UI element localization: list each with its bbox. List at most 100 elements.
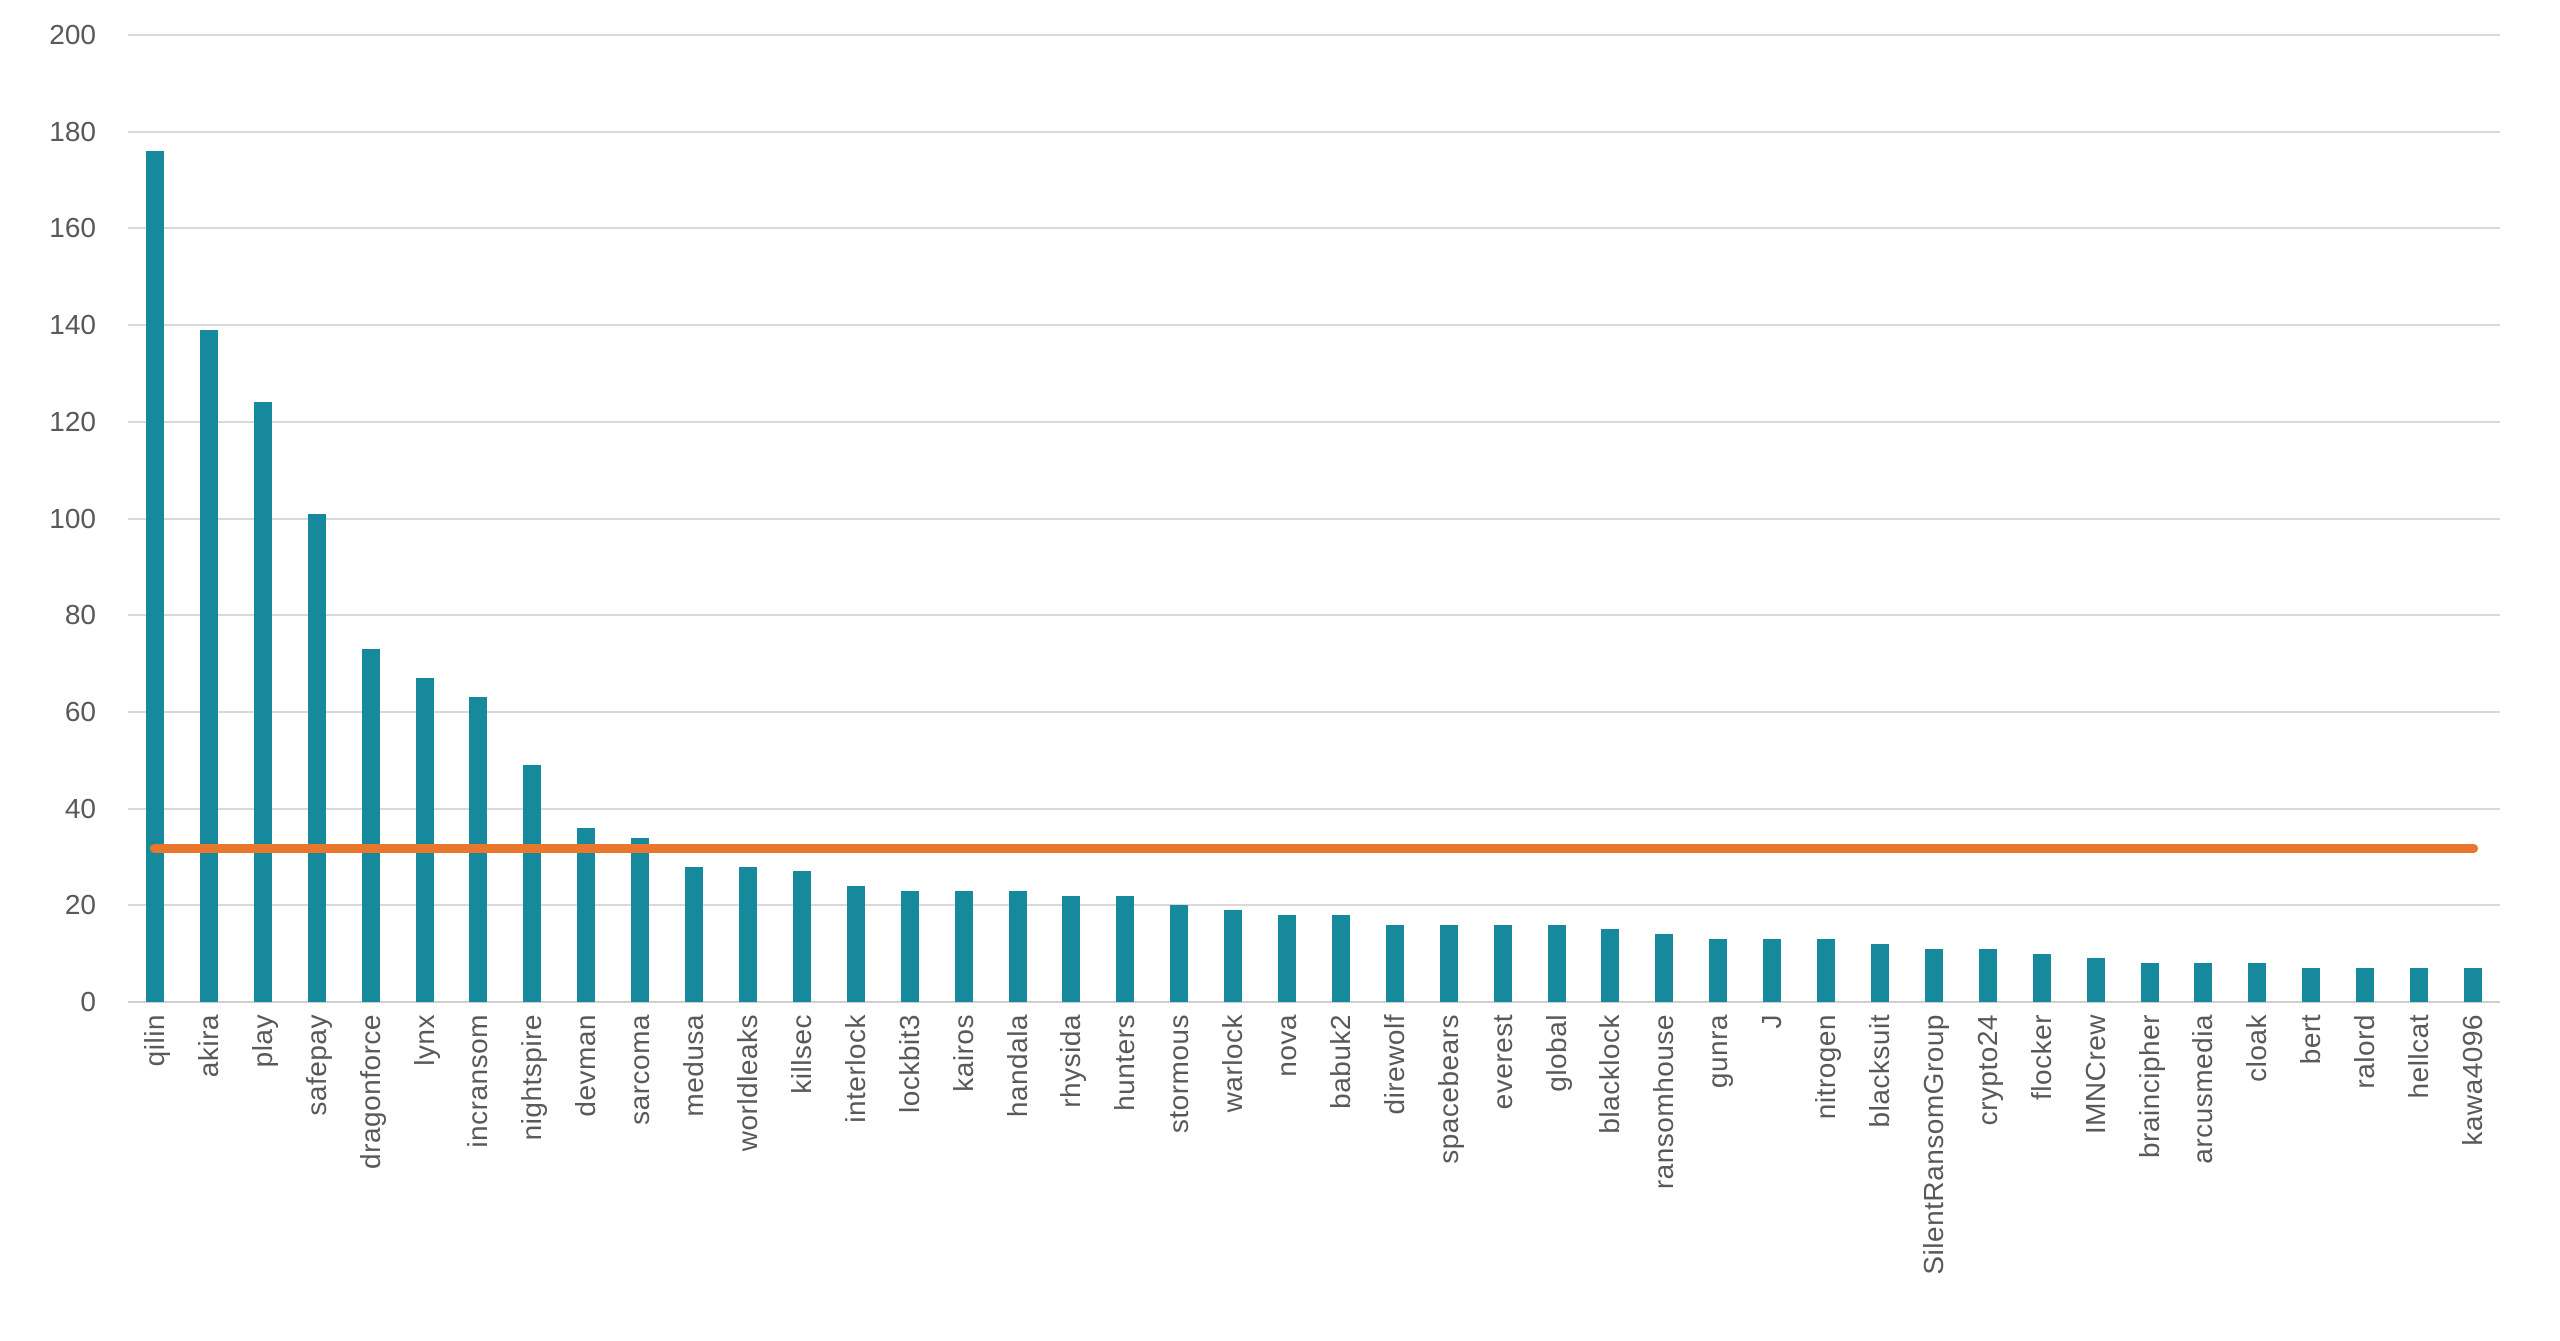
bar-lynx xyxy=(416,678,434,1002)
bar-devman xyxy=(577,828,595,1002)
x-axis-label: lynx xyxy=(409,1014,440,1066)
bar-kairos xyxy=(955,891,973,1002)
x-axis-label: play xyxy=(247,1014,278,1068)
bar-global xyxy=(1548,925,1566,1002)
x-axis-label: arcusmedia xyxy=(2187,1014,2218,1164)
bar-warlock xyxy=(1224,910,1242,1002)
bar-nitrogen xyxy=(1817,939,1835,1002)
bar-crypto24 xyxy=(1979,949,1997,1002)
bar-gunra xyxy=(1709,939,1727,1002)
x-axis-label: sarcoma xyxy=(624,1014,655,1125)
x-axis-label: warlock xyxy=(1217,1014,1248,1113)
bar-bert xyxy=(2302,968,2320,1002)
bar-akira xyxy=(200,330,218,1002)
x-axis-label: nitrogen xyxy=(1810,1014,1841,1120)
bar-blacklock xyxy=(1601,929,1619,1002)
bar-dragonforce xyxy=(362,649,380,1002)
y-tick-label: 0 xyxy=(80,986,96,1017)
bar-handala xyxy=(1009,891,1027,1002)
bar-medusa xyxy=(685,867,703,1002)
x-axis-label: medusa xyxy=(678,1014,709,1117)
bar-sarcoma xyxy=(631,838,649,1002)
gridline xyxy=(128,420,2500,423)
gridline xyxy=(128,130,2500,133)
gridline xyxy=(128,324,2500,327)
x-axis-label: interlock xyxy=(840,1014,871,1123)
bar-play xyxy=(254,402,272,1002)
bar-spacebears xyxy=(1440,925,1458,1002)
gridline xyxy=(128,614,2500,617)
bar-nightspire xyxy=(523,765,541,1002)
bar-blacksuit xyxy=(1871,944,1889,1002)
bar-ralord xyxy=(2356,968,2374,1002)
bar-braincipher xyxy=(2141,963,2159,1002)
y-tick-label: 20 xyxy=(64,889,96,921)
x-axis-label: nova xyxy=(1271,1014,1302,1077)
gridline xyxy=(128,517,2500,520)
x-axis-label: devman xyxy=(570,1014,601,1117)
x-axis-label: akira xyxy=(193,1014,224,1078)
bar-direwolf xyxy=(1386,925,1404,1002)
x-axis-label: lockbit3 xyxy=(894,1014,925,1113)
gridline xyxy=(128,904,2500,907)
x-axis-label: worldleaks xyxy=(732,1014,763,1152)
bar-safepay xyxy=(308,514,326,1002)
bar-worldleaks xyxy=(739,867,757,1002)
x-axis-label: gunra xyxy=(1702,1014,1733,1089)
x-axis-label: spacebears xyxy=(1433,1014,1464,1164)
gridline xyxy=(128,710,2500,713)
x-axis-label: rhysida xyxy=(1055,1014,1086,1108)
x-axis-label: handala xyxy=(1002,1014,1033,1118)
bar-hunters xyxy=(1116,896,1134,1002)
x-axis-label: SilentRansomGroup xyxy=(1918,1014,1949,1275)
x-axis-label: kawa4096 xyxy=(2457,1014,2488,1146)
bar-ransomhouse xyxy=(1655,934,1673,1002)
x-axis-label: blacksuit xyxy=(1864,1014,1895,1128)
y-tick-label: 100 xyxy=(49,502,96,534)
x-axis-label: qilin xyxy=(139,1014,170,1067)
x-axis-label: hellcat xyxy=(2403,1014,2434,1099)
x-axis-label: braincipher xyxy=(2134,1014,2165,1159)
y-tick-label: 60 xyxy=(64,695,96,727)
x-axis-label: flocker xyxy=(2026,1014,2057,1100)
bar-hellcat xyxy=(2410,968,2428,1002)
bar-interlock xyxy=(847,886,865,1002)
x-axis-label: blacklock xyxy=(1594,1014,1625,1134)
x-axis-label: killsec xyxy=(786,1014,817,1094)
x-axis-label: global xyxy=(1541,1014,1572,1092)
y-tick-label: 40 xyxy=(64,792,96,824)
y-tick-label: 160 xyxy=(49,212,96,244)
x-axis-label: cloak xyxy=(2241,1014,2272,1082)
x-axis-label: hunters xyxy=(1109,1014,1140,1111)
bar-killsec xyxy=(793,871,811,1002)
bar-lockbit3 xyxy=(901,891,919,1002)
gridline xyxy=(128,227,2500,230)
x-axis-label: ralord xyxy=(2349,1014,2380,1089)
bar-rhysida xyxy=(1062,896,1080,1002)
x-axis-label: safepay xyxy=(301,1014,332,1116)
y-tick-label: 140 xyxy=(49,309,96,341)
x-axis-label: crypto24 xyxy=(1972,1014,2003,1126)
bar-kawa4096 xyxy=(2464,968,2482,1002)
bar-SilentRansomGroup xyxy=(1925,949,1943,1002)
average-reference-line xyxy=(150,844,2478,853)
bar-everest xyxy=(1494,925,1512,1002)
x-axis-label: babuk2 xyxy=(1325,1014,1356,1109)
bar-flocker xyxy=(2033,954,2051,1002)
bar-cloak xyxy=(2248,963,2266,1002)
x-axis-label: J xyxy=(1756,1014,1787,1029)
y-tick-label: 180 xyxy=(49,115,96,147)
x-axis-label: nightspire xyxy=(516,1014,547,1141)
bar-stormous xyxy=(1170,905,1188,1002)
gridline xyxy=(128,807,2500,810)
x-axis-label: dragonforce xyxy=(355,1014,386,1169)
x-axis-line xyxy=(128,1001,2500,1003)
bar-IMNCrew xyxy=(2087,958,2105,1002)
x-axis-label: direwolf xyxy=(1379,1014,1410,1115)
bar-qilin xyxy=(146,151,164,1002)
x-axis-label: ransomhouse xyxy=(1648,1014,1679,1190)
x-axis-label: everest xyxy=(1487,1014,1518,1110)
x-axis-label: bert xyxy=(2295,1014,2326,1065)
y-tick-label: 120 xyxy=(49,405,96,437)
